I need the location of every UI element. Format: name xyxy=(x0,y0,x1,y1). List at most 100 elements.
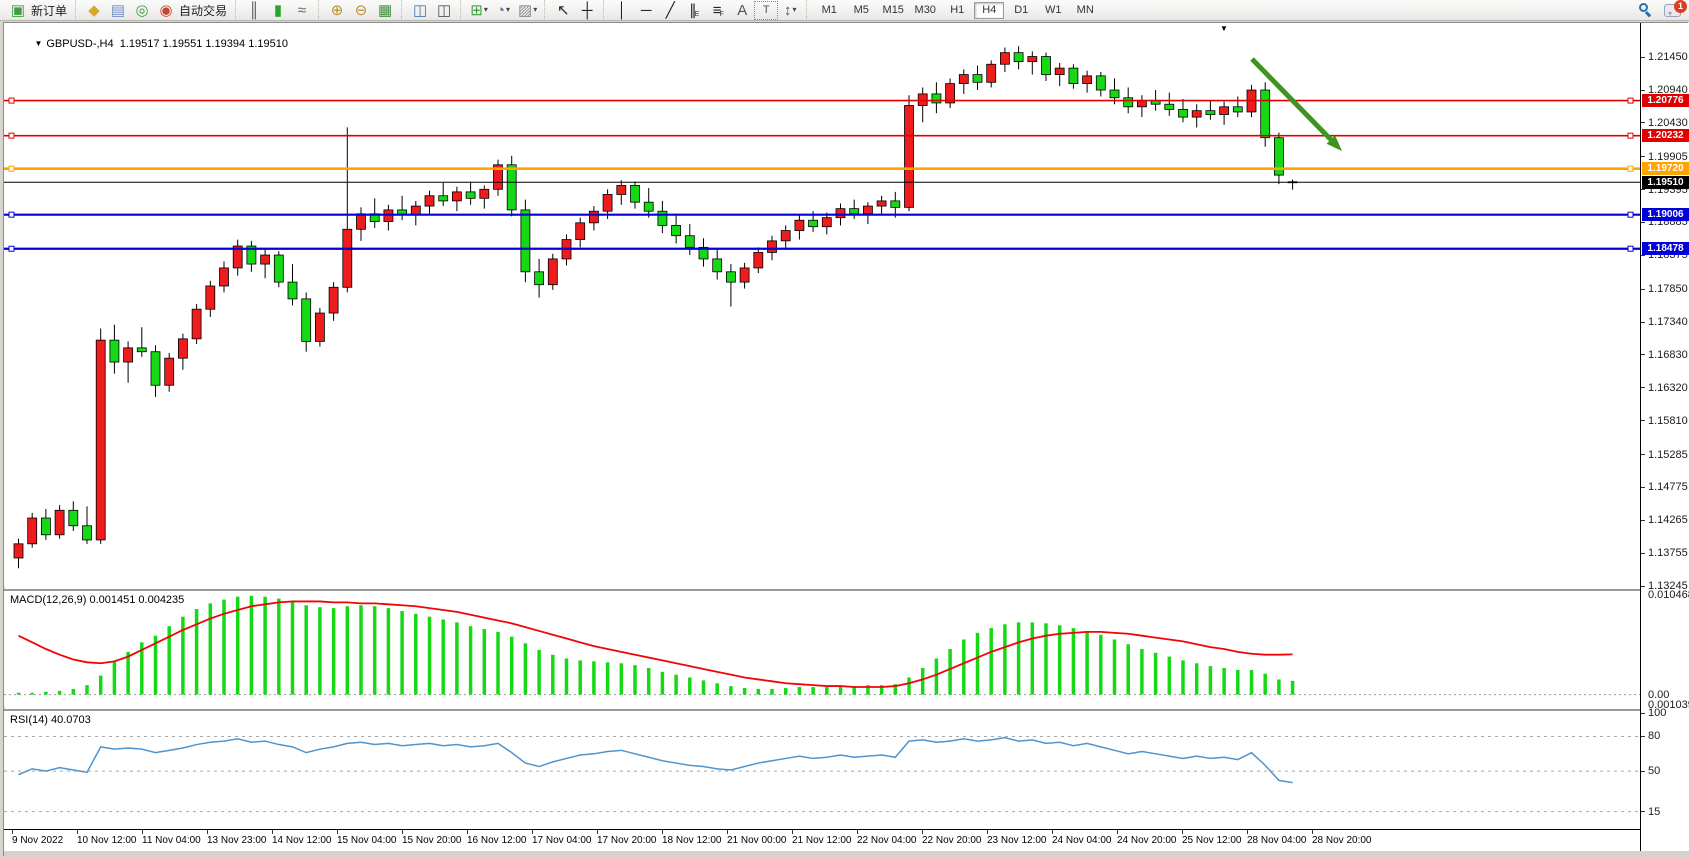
date-tick xyxy=(987,830,988,834)
arrows-icon[interactable]: ↕ ▾ xyxy=(778,1,802,20)
chat-icon[interactable]: 1 xyxy=(1664,0,1687,17)
timeframe-h1-button[interactable]: H1 xyxy=(950,4,965,16)
toolbar-group: ↖ ┼ xyxy=(544,0,603,21)
date-label: 18 Nov 12:00 xyxy=(662,835,722,846)
trendline-icon[interactable]: ╱ xyxy=(658,1,682,20)
zoom-in-icon[interactable]: ⊕ xyxy=(325,1,349,20)
toolbar-group: ◆ ▤ ◎ ◉ 自动交易 xyxy=(75,0,235,21)
hline-handle[interactable] xyxy=(8,165,15,172)
line-chart-icon[interactable]: ≈ xyxy=(290,1,314,20)
timeframe-h4-button[interactable]: H4 xyxy=(974,1,1005,19)
macd-axis-label: 0.010468 xyxy=(1648,589,1689,602)
price-axis-tick xyxy=(1641,585,1645,587)
price-chart-canvas[interactable] xyxy=(4,23,1640,587)
plot-column: ▼ GBPUSD-,H4 1.19517 1.19551 1.19394 1.19… xyxy=(4,23,1640,857)
trendline-icon: ╱ xyxy=(665,1,675,19)
template-icon[interactable]: ▨ ▾ xyxy=(515,1,540,20)
text-icon[interactable]: A xyxy=(730,1,754,20)
date-label: 24 Nov 04:00 xyxy=(1052,835,1112,846)
date-tick xyxy=(1312,830,1313,834)
autotrade-icon: ◉ xyxy=(159,1,173,19)
macd-signal-line xyxy=(18,600,1293,688)
price-axis-tick xyxy=(1641,254,1645,256)
hline-handle[interactable] xyxy=(8,97,15,104)
price-axis-tick xyxy=(1641,189,1645,191)
hline-handle[interactable] xyxy=(1627,97,1634,104)
indicator-window-icon[interactable]: ◫ xyxy=(408,1,432,20)
autotrade-button[interactable]: ◉ xyxy=(154,1,178,20)
zoom-in-icon: ⊕ xyxy=(330,1,344,19)
hline-handle[interactable] xyxy=(8,245,15,252)
horizontal-line-icon[interactable]: ─ xyxy=(634,1,658,20)
trend-arrow-annotation[interactable] xyxy=(1250,57,1333,142)
price-axis-tick xyxy=(1641,122,1645,124)
date-label: 13 Nov 23:00 xyxy=(207,835,267,846)
date-label: 17 Nov 20:00 xyxy=(597,835,657,846)
candlestick-chart-icon[interactable]: ▮ xyxy=(266,1,290,20)
timeframe-d1-button[interactable]: D1 xyxy=(1014,4,1029,16)
candlestick-chart-icon: ▮ xyxy=(273,1,283,19)
timeframe-mn-button[interactable]: MN xyxy=(1076,4,1094,16)
macd-panel[interactable]: MACD(12,26,9) 0.001451 0.004235 xyxy=(4,589,1640,707)
zoom-out-icon[interactable]: ⊖ xyxy=(349,1,373,20)
price-axis-tick xyxy=(1641,420,1645,422)
label-icon[interactable]: T xyxy=(754,0,779,20)
cursor-icon[interactable]: ↖ xyxy=(551,1,575,20)
date-tick xyxy=(1052,830,1053,834)
tile-windows-icon[interactable]: ▦ xyxy=(373,1,397,20)
chart-shift-marker[interactable]: ▼ xyxy=(1220,24,1228,33)
date-tick xyxy=(1247,830,1248,834)
date-tick xyxy=(1182,830,1183,834)
chart-object-icon[interactable]: ◆ xyxy=(82,1,106,20)
new-order-button[interactable]: ▣ xyxy=(6,1,30,20)
fibonacci-icon: ≡ xyxy=(712,1,722,19)
chart-ohlc-values: 1.19517 1.19551 1.19394 1.19510 xyxy=(119,38,288,50)
price-axis-label: 1.13755 xyxy=(1648,547,1688,560)
hline-handle[interactable] xyxy=(1627,165,1634,172)
fibonacci-icon[interactable]: ≡ F xyxy=(712,1,724,19)
date-tick xyxy=(337,830,338,834)
search-icon[interactable] xyxy=(1638,2,1654,18)
market-watch-icon[interactable]: ▤ xyxy=(106,1,130,20)
price-chart-panel[interactable]: ▼ GBPUSD-,H4 1.19517 1.19551 1.19394 1.19… xyxy=(4,23,1640,587)
hline-handle[interactable] xyxy=(8,211,15,218)
timeframe-m15-button[interactable]: M15 xyxy=(882,4,904,16)
price-axis-label: 1.15285 xyxy=(1648,448,1688,461)
period-clock-icon[interactable]: ◔ ▾ xyxy=(491,1,515,20)
hline-handle[interactable] xyxy=(1627,245,1634,252)
timeframe-m1-button[interactable]: M1 xyxy=(821,4,837,16)
date-label: 14 Nov 12:00 xyxy=(272,835,332,846)
timeframe-m5-button[interactable]: M5 xyxy=(853,4,869,16)
price-axis-tick xyxy=(1641,519,1645,521)
signals-icon: ◎ xyxy=(135,1,149,19)
rsi-canvas[interactable] xyxy=(4,711,1640,829)
price-axis[interactable]: 1.21450 1.20940 1.20430 1.19905 1.19395 1.188… xyxy=(1640,23,1689,857)
equidistant-channel-icon[interactable]: ∥ E xyxy=(689,1,700,19)
vertical-line-icon[interactable]: │ xyxy=(610,1,634,20)
date-label: 10 Nov 12:00 xyxy=(77,835,137,846)
dropdown-caret-icon[interactable]: ▾ xyxy=(506,5,511,14)
hline-handle[interactable] xyxy=(1627,132,1634,139)
crosshair-icon[interactable]: ┼ xyxy=(575,1,599,20)
hline-handle[interactable] xyxy=(8,132,15,139)
signals-icon[interactable]: ◎ xyxy=(130,1,154,20)
date-label: 22 Nov 04:00 xyxy=(857,835,917,846)
arrows-icon: ↕ xyxy=(783,1,792,19)
bar-chart-icon[interactable]: ║ xyxy=(242,1,266,20)
timeframe-m30-button[interactable]: M30 xyxy=(914,4,936,16)
add-indicator-icon[interactable]: ⊞ ▾ xyxy=(467,1,491,20)
dropdown-caret-icon[interactable]: ▾ xyxy=(483,5,488,14)
date-tick xyxy=(857,830,858,834)
indicator-window-2-icon[interactable]: ◫ xyxy=(432,1,456,20)
chart-expander-icon[interactable]: ▼ xyxy=(34,39,43,48)
timeframe-w1-button[interactable]: W1 xyxy=(1044,4,1062,16)
macd-canvas[interactable] xyxy=(4,591,1640,707)
toolbar-group: ⊕ ⊖ ▦ xyxy=(318,0,401,21)
dropdown-caret-icon[interactable]: ▾ xyxy=(792,5,797,14)
dropdown-caret-icon[interactable]: ▾ xyxy=(533,5,538,14)
chart-title: ▼ GBPUSD-,H4 1.19517 1.19551 1.19394 1.19… xyxy=(10,26,288,62)
label-icon: T xyxy=(762,3,770,16)
time-axis[interactable]: 9 Nov 2022 10 Nov 12:00 11 Nov 04:00 13 Nov… xyxy=(4,829,1640,851)
hline-handle[interactable] xyxy=(1627,211,1634,218)
rsi-panel[interactable]: RSI(14) 40.0703 xyxy=(4,709,1640,829)
